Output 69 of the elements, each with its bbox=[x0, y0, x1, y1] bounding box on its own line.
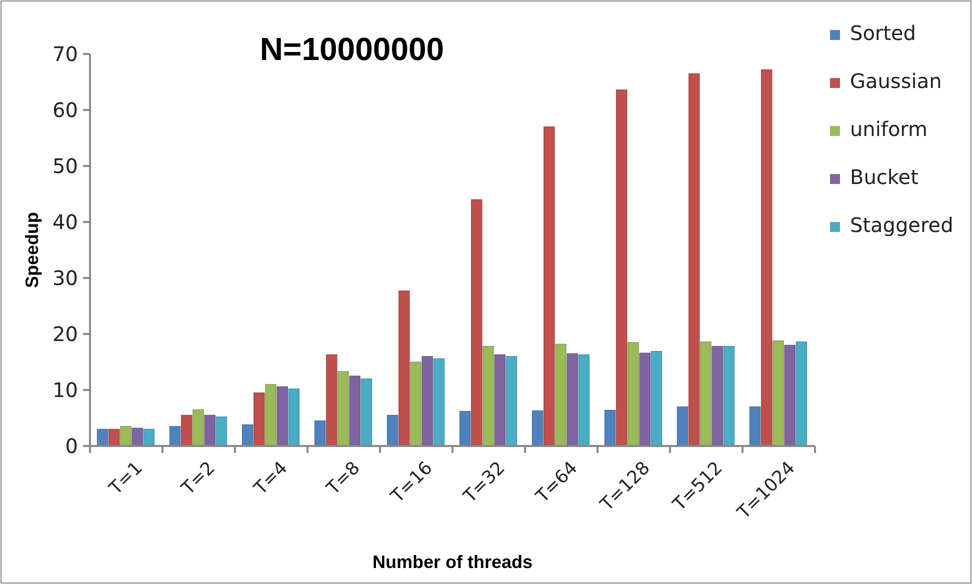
y-axis-title: Speedup bbox=[22, 212, 42, 288]
y-tick-label: 50 bbox=[52, 154, 78, 178]
bar bbox=[349, 376, 360, 446]
bar bbox=[566, 353, 578, 446]
y-tick-label: 20 bbox=[52, 322, 78, 346]
bar bbox=[265, 384, 276, 446]
bar bbox=[761, 69, 772, 446]
bar bbox=[749, 406, 761, 446]
bar bbox=[338, 371, 349, 446]
bar bbox=[604, 410, 616, 446]
legend-label: Sorted bbox=[850, 21, 916, 45]
bar bbox=[433, 358, 445, 446]
legend-label: uniform bbox=[850, 117, 928, 141]
bar bbox=[578, 354, 590, 446]
bar bbox=[288, 388, 300, 446]
bar bbox=[555, 344, 566, 446]
bar bbox=[120, 426, 132, 446]
x-tick-label: T=2 bbox=[177, 458, 220, 500]
legend-label: Staggered bbox=[850, 213, 954, 237]
bar bbox=[639, 352, 650, 446]
bar bbox=[132, 428, 143, 446]
bar bbox=[723, 346, 735, 446]
legend-label: Bucket bbox=[850, 165, 919, 189]
bar bbox=[676, 406, 688, 446]
bar bbox=[326, 354, 338, 446]
bar bbox=[772, 340, 784, 446]
bar bbox=[276, 386, 288, 446]
bar bbox=[143, 428, 155, 446]
bar bbox=[628, 342, 639, 446]
bar bbox=[398, 290, 410, 446]
bar bbox=[482, 346, 494, 446]
bar bbox=[494, 354, 506, 446]
bar bbox=[314, 420, 326, 446]
y-tick-label: 60 bbox=[52, 98, 78, 122]
x-axis-title: Number of threads bbox=[372, 552, 533, 572]
y-tick-label: 0 bbox=[65, 434, 78, 458]
x-tick-label: T=1 bbox=[104, 458, 147, 500]
bar bbox=[506, 356, 518, 446]
y-tick-label: 40 bbox=[52, 210, 78, 234]
bar bbox=[700, 342, 712, 446]
bar bbox=[216, 416, 228, 446]
bar bbox=[422, 356, 433, 446]
bar bbox=[204, 414, 216, 446]
bar bbox=[688, 73, 700, 446]
bar bbox=[712, 346, 723, 446]
legend-label: Gaussian bbox=[850, 69, 942, 93]
bar bbox=[108, 428, 120, 446]
bar bbox=[459, 410, 471, 446]
bar bbox=[650, 351, 662, 446]
bar bbox=[410, 362, 422, 446]
bar bbox=[544, 126, 555, 446]
bar bbox=[784, 344, 796, 446]
bar bbox=[360, 378, 372, 446]
bar bbox=[796, 342, 808, 446]
bar bbox=[386, 414, 398, 446]
chart-title: N=10000000 bbox=[260, 31, 444, 67]
bar bbox=[616, 90, 628, 446]
bar bbox=[471, 199, 482, 446]
bar bbox=[254, 392, 265, 446]
y-tick-label: 10 bbox=[52, 378, 78, 402]
bar bbox=[96, 428, 108, 446]
bar bbox=[532, 410, 544, 446]
bar bbox=[242, 424, 254, 446]
y-tick-label: 30 bbox=[52, 266, 78, 290]
bar bbox=[169, 426, 181, 446]
y-tick-label: 70 bbox=[52, 42, 78, 66]
bar bbox=[192, 409, 204, 446]
x-tick-label: T=8 bbox=[322, 458, 364, 500]
bar bbox=[181, 414, 192, 446]
